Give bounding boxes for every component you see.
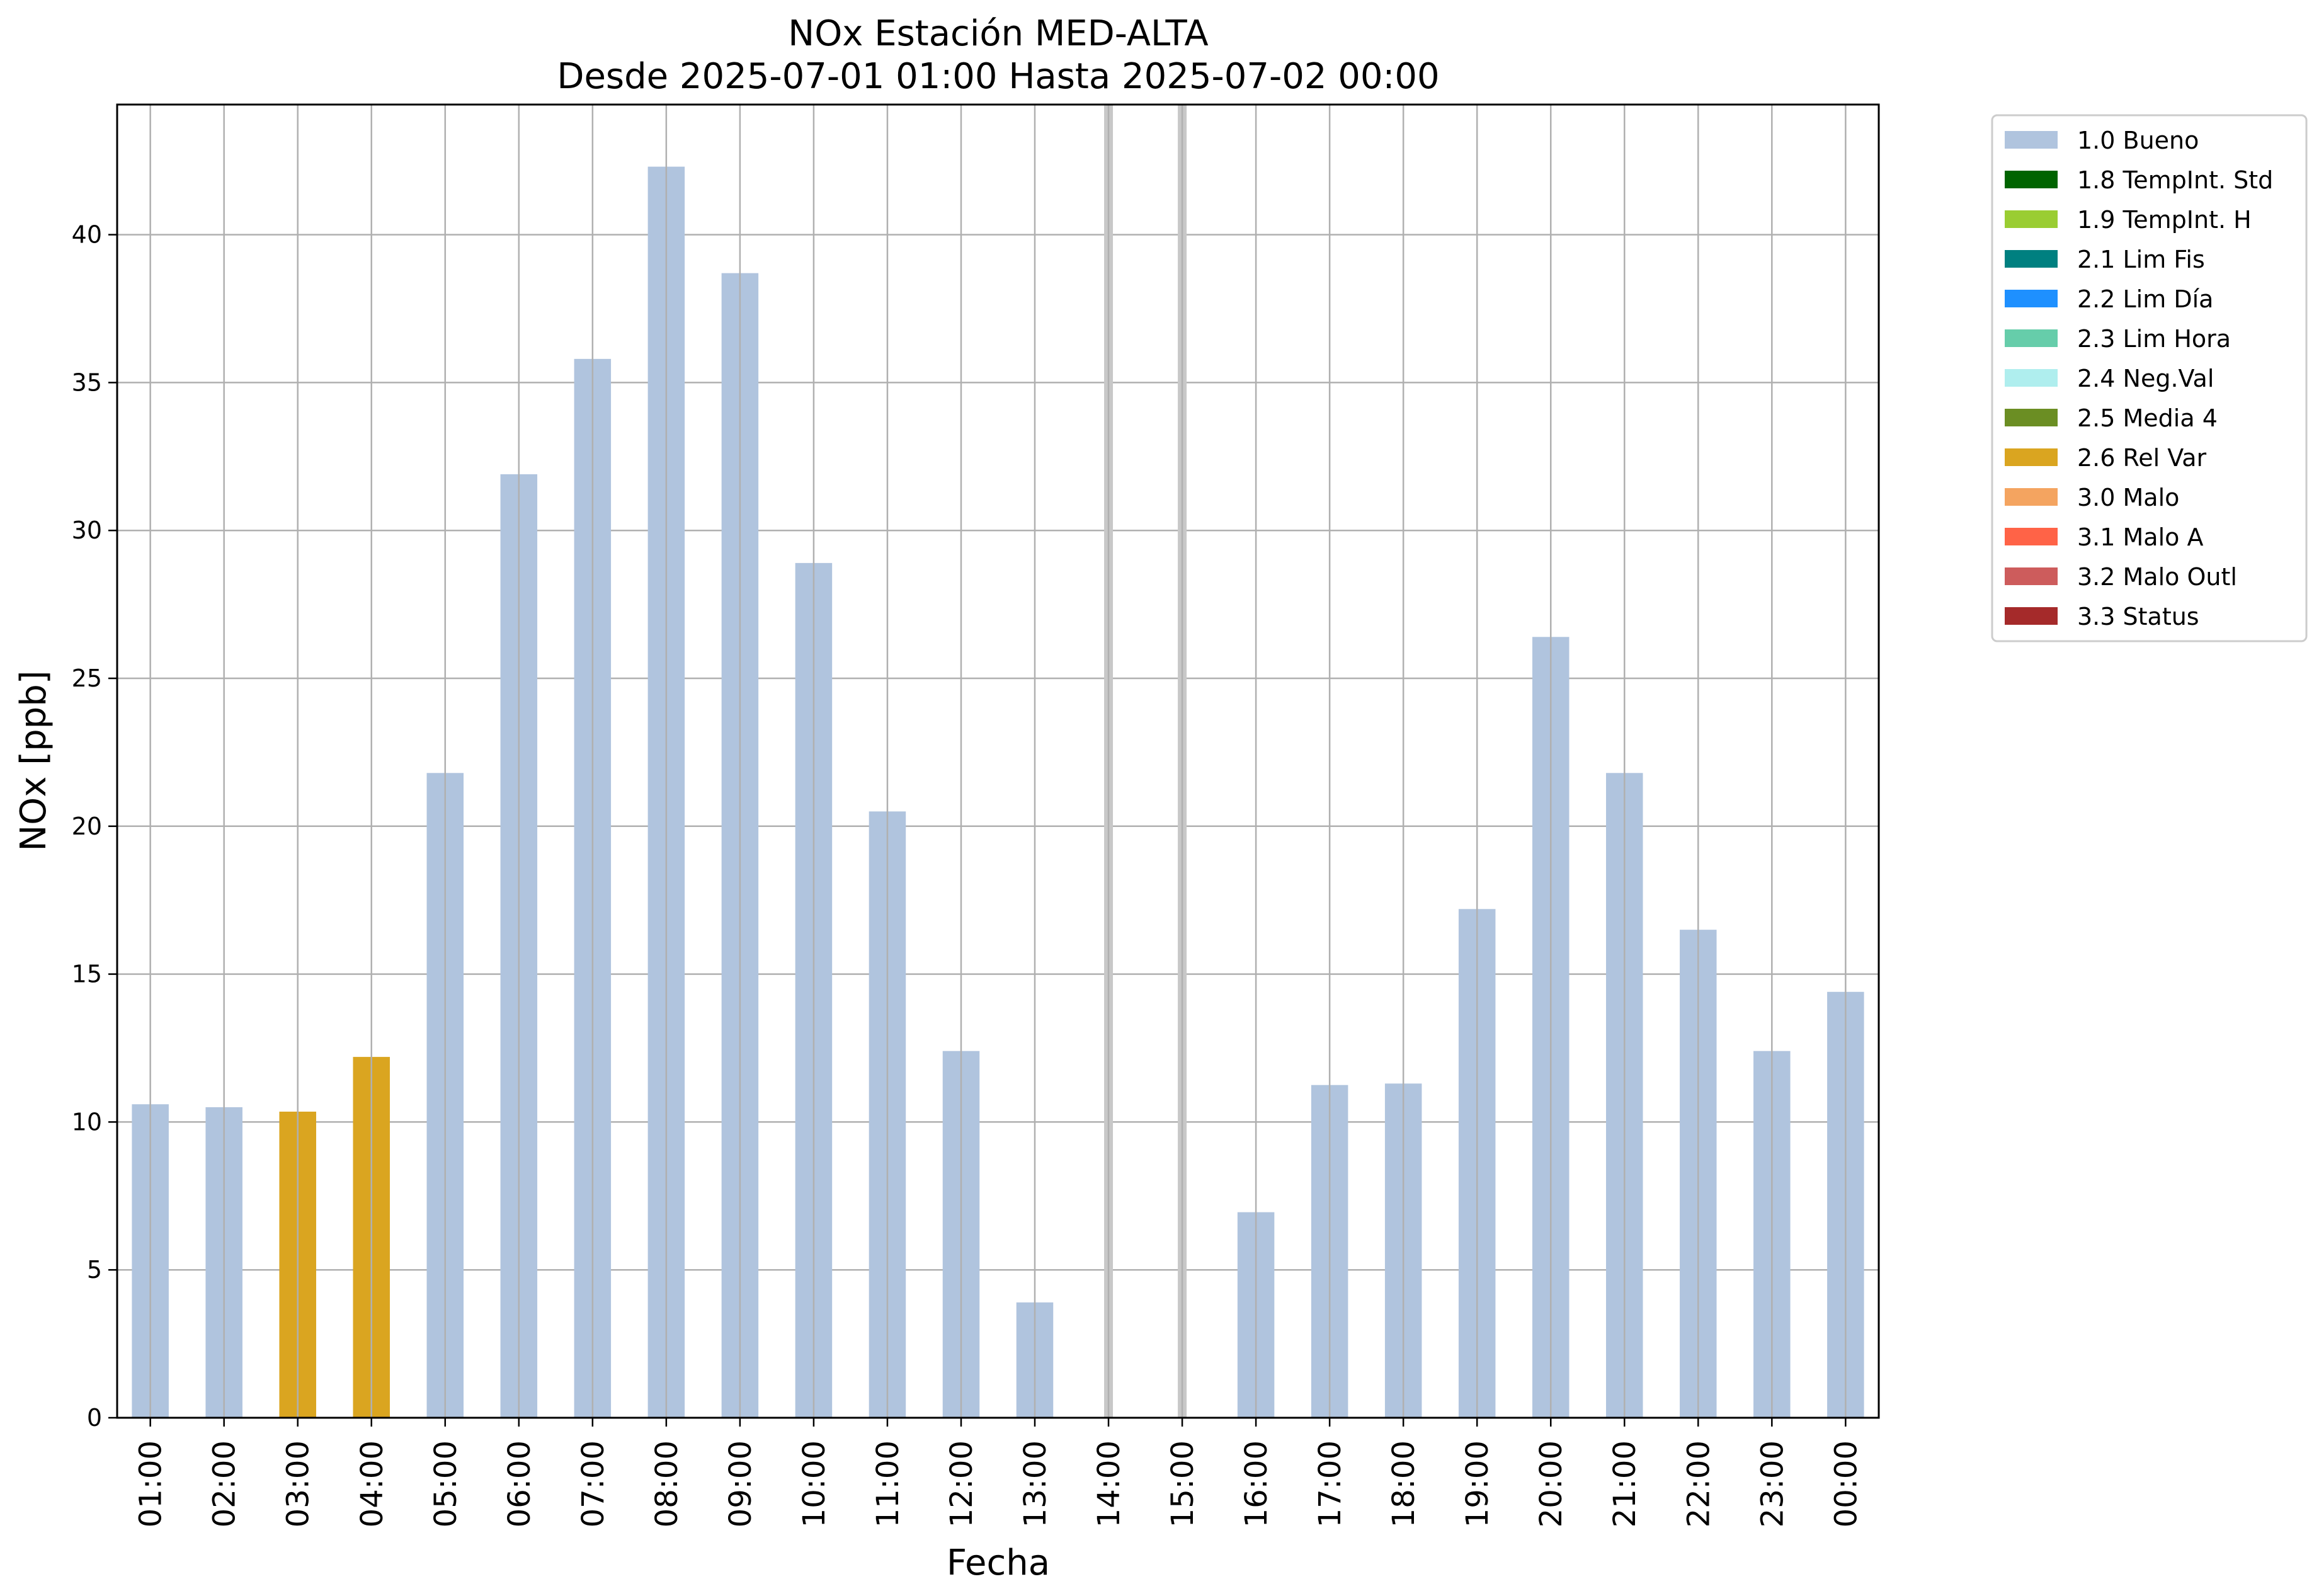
- x-tick-label: 21:00: [1607, 1440, 1643, 1527]
- y-tick-label: 5: [87, 1256, 102, 1284]
- y-tick-label: 25: [72, 664, 102, 692]
- legend-entry-label: 2.1 Lim Fis: [2077, 246, 2205, 273]
- legend-entry-label: 1.9 TempInt. H: [2077, 206, 2252, 234]
- legend-swatch: [2005, 567, 2058, 585]
- x-tick-label: 23:00: [1755, 1440, 1790, 1527]
- legend-swatch: [2005, 528, 2058, 545]
- x-axis-label: Fecha: [947, 1542, 1050, 1583]
- x-grid-lines: [149, 105, 1847, 1418]
- legend-swatch: [2005, 250, 2058, 268]
- x-tick-label: 06:00: [502, 1440, 537, 1527]
- legend-entry-label: 1.0 Bueno: [2077, 127, 2199, 154]
- x-tick-label: 11:00: [870, 1440, 906, 1527]
- y-axis-label: NOx [ppb]: [13, 670, 54, 851]
- legend-swatch: [2005, 210, 2058, 228]
- x-tick-label: 22:00: [1681, 1440, 1716, 1527]
- y-tick-label: 40: [72, 221, 102, 249]
- x-tick-label: 14:00: [1091, 1440, 1127, 1527]
- legend-swatch: [2005, 488, 2058, 506]
- x-tick-label: 19:00: [1460, 1440, 1495, 1527]
- chart-subtitle: Desde 2025-07-01 01:00 Hasta 2025-07-02 …: [557, 56, 1439, 97]
- x-tick-label: 02:00: [207, 1440, 242, 1527]
- legend-swatch: [2005, 171, 2058, 188]
- x-tick-label: 18:00: [1386, 1440, 1422, 1527]
- legend-entry-label: 2.2 Lim Día: [2077, 285, 2213, 313]
- legend-box: [1991, 114, 2308, 642]
- x-tick-label: 04:00: [355, 1440, 390, 1527]
- x-tick-label: 07:00: [576, 1440, 611, 1527]
- y-axis-ticks: 0 5 10 15 20 25 30 35 40: [72, 221, 117, 1432]
- x-tick-label: 05:00: [428, 1440, 464, 1527]
- x-tick-label: 01:00: [134, 1440, 169, 1527]
- x-tick-label: 03:00: [281, 1440, 316, 1527]
- legend-swatch: [2005, 607, 2058, 625]
- legend-entry-label: 2.3 Lim Hora: [2077, 325, 2231, 353]
- y-tick-label: 10: [72, 1108, 102, 1136]
- y-tick-label: 30: [72, 516, 102, 544]
- plot-area-frame: [116, 103, 1880, 1419]
- x-tick-label: 00:00: [1828, 1440, 1864, 1527]
- bars: [132, 105, 1864, 1418]
- legend-entry-label: 3.1 Malo A: [2077, 523, 2203, 551]
- legend: 1.0 Bueno 1.8 TempInt. Std 1.9 TempInt. H 2…: [1991, 114, 2308, 642]
- legend-swatch: [2005, 369, 2058, 387]
- legend-swatch: [2005, 329, 2058, 347]
- x-tick-label: 17:00: [1313, 1440, 1348, 1527]
- x-tick-label: 16:00: [1239, 1440, 1274, 1527]
- y-tick-label: 20: [72, 812, 102, 840]
- x-tick-label: 20:00: [1534, 1440, 1569, 1527]
- legend-entry-label: 2.6 Rel Var: [2077, 444, 2207, 472]
- chart-title: NOx Estación MED-ALTA: [788, 13, 1208, 54]
- legend-swatch: [2005, 131, 2058, 149]
- legend-swatch: [2005, 448, 2058, 466]
- legend-entry-label: 2.5 Media 4: [2077, 404, 2218, 432]
- y-tick-label: 15: [72, 960, 102, 988]
- x-tick-label: 12:00: [944, 1440, 979, 1527]
- x-tick-label: 13:00: [1018, 1440, 1053, 1527]
- legend-swatch: [2005, 290, 2058, 307]
- x-tick-label: 09:00: [723, 1440, 758, 1527]
- x-tick-label: 08:00: [649, 1440, 685, 1527]
- x-axis-ticks: 01:00 02:00 03:00 04:00 05:00 06:00 07:00 08:00…: [134, 1418, 1864, 1527]
- legend-entry-label: 1.8 TempInt. Std: [2077, 166, 2273, 194]
- legend-entry-label: 2.4 Neg.Val: [2077, 365, 2214, 392]
- y-tick-label: 0: [87, 1404, 102, 1432]
- y-tick-label: 35: [72, 368, 102, 396]
- grid-lines: [117, 234, 1879, 1419]
- legend-entry-label: 3.2 Malo Outl: [2077, 563, 2237, 591]
- legend-entry-label: 3.0 Malo: [2077, 484, 2179, 511]
- x-tick-label: 15:00: [1165, 1440, 1200, 1527]
- x-tick-label: 10:00: [797, 1440, 832, 1527]
- legend-swatch: [2005, 409, 2058, 426]
- legend-entry-label: 3.3 Status: [2077, 603, 2199, 630]
